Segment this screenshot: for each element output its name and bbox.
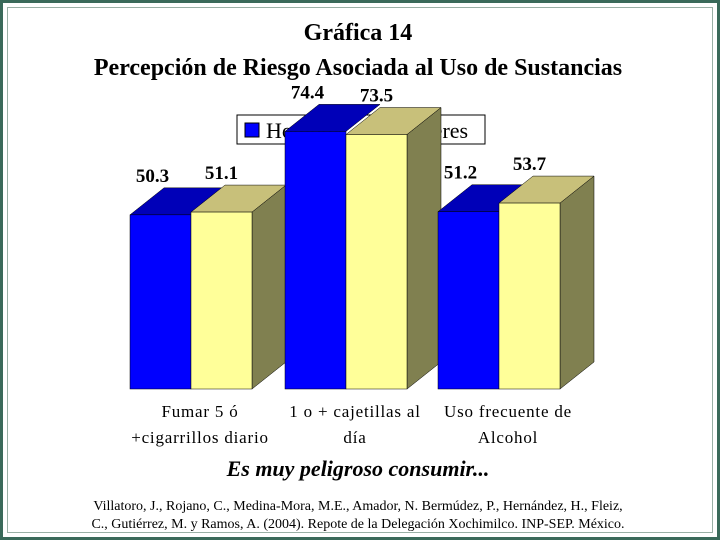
value-label-mujeres-2: 73.5 — [360, 86, 393, 107]
value-label-hombres-1: 50.3 — [136, 166, 169, 187]
value-label-mujeres-1: 51.1 — [205, 163, 238, 184]
value-labels-layer: 50.3 51.1 74.4 73.5 51.2 53.7 — [136, 82, 547, 186]
legend-swatch-hombres — [244, 122, 260, 138]
value-label-hombres-2: 74.4 — [291, 82, 325, 103]
chart-title: Gráfica 14 — [304, 20, 413, 46]
category-label-3-line-2: Alcohol — [478, 428, 538, 447]
bar-side-mujeres-1 — [251, 184, 287, 390]
bar-side-mujeres-3 — [559, 175, 595, 390]
category-label-2-line-1: 1 o + cajetillas al — [289, 402, 420, 421]
bar-hombres-3 — [437, 211, 500, 390]
value-label-mujeres-3: 53.7 — [513, 154, 547, 175]
chart-subtitle: Percepción de Riesgo Asociada al Uso de … — [94, 55, 622, 81]
value-label-hombres-3: 51.2 — [444, 163, 477, 184]
bars-layer — [129, 104, 595, 390]
bar-mujeres-3 — [498, 202, 561, 390]
category-label-2-line-2: día — [343, 428, 366, 447]
bar-hombres-2 — [284, 131, 347, 390]
x-axis-caption: Es muy peligroso consumir... — [226, 456, 490, 481]
bar-side-mujeres-2 — [406, 106, 442, 390]
bar-mujeres-2 — [345, 134, 408, 390]
category-label-3-line-1: Uso frecuente de — [444, 402, 572, 421]
slide-inner-border — [7, 7, 713, 533]
source-line-2: C., Gutiérrez, M. y Ramos, A. (2004). Re… — [91, 517, 624, 532]
category-label-1-line-1: Fumar 5 ó — [161, 402, 238, 421]
bar-mujeres-1 — [190, 211, 253, 390]
bar-hombres-1 — [129, 214, 192, 390]
source-line-1: Villatoro, J., Rojano, C., Medina-Mora, … — [93, 499, 622, 514]
category-label-1-line-2: +cigarrillos diario — [131, 428, 269, 447]
category-labels-layer: Fumar 5 ó +cigarrillos diario 1 o + cajeti… — [131, 402, 572, 447]
